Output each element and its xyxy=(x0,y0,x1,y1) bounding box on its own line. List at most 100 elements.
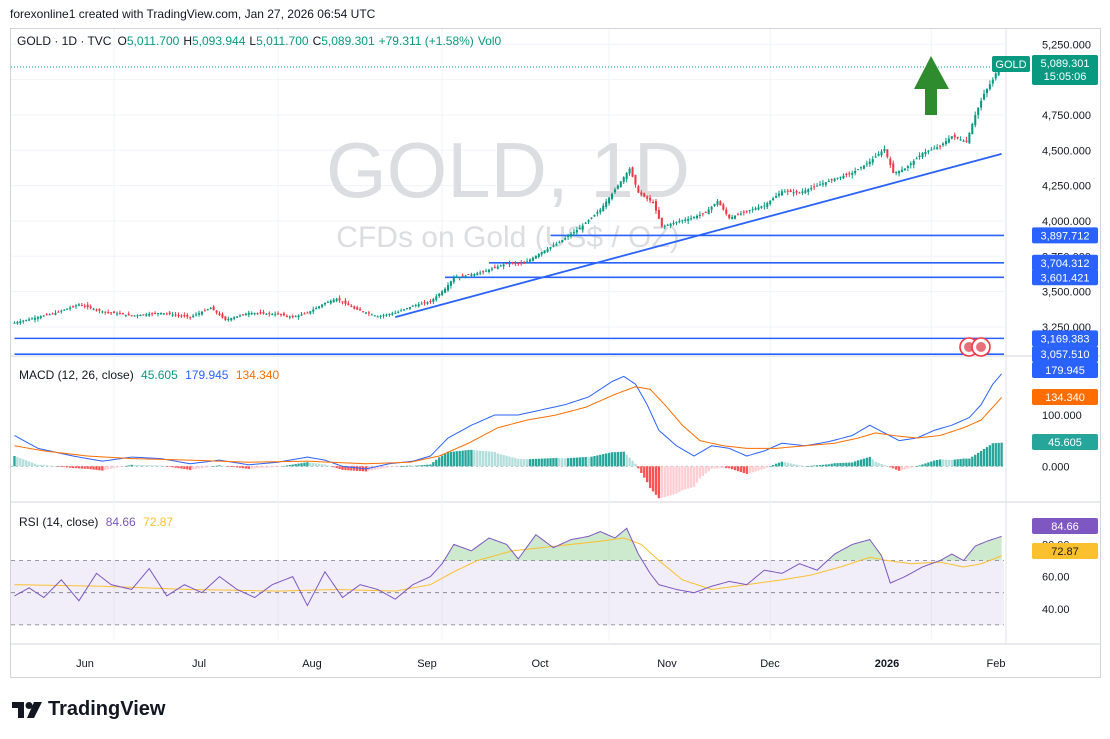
candle xyxy=(449,281,452,286)
candle xyxy=(253,313,256,315)
level-tag-bg xyxy=(1032,254,1098,271)
histogram-value-tag: 45.605 xyxy=(1032,434,1098,450)
macd-histogram-bar xyxy=(57,466,60,467)
macd-histogram-bar xyxy=(376,466,379,470)
macd-histogram-bar xyxy=(985,447,989,467)
macd-histogram-bar xyxy=(83,466,86,469)
macd-histogram-bar xyxy=(692,466,696,487)
candle xyxy=(857,169,860,171)
candle xyxy=(379,315,382,317)
candle xyxy=(605,201,608,207)
macd-histogram-bar xyxy=(511,457,514,467)
candle xyxy=(63,309,66,311)
candle xyxy=(303,313,306,315)
chart-frame[interactable]: GOLD, 1D CFDs on Gold (US$ / OZ) 5,250.000… xyxy=(10,28,1101,678)
candle xyxy=(980,100,983,108)
macd-histogram-bar xyxy=(268,466,271,468)
candle xyxy=(851,172,854,175)
candle xyxy=(777,193,781,196)
candle xyxy=(690,218,693,220)
tradingview-logo-icon xyxy=(12,701,42,718)
candle xyxy=(903,168,906,171)
histogram-value-tag-text: 45.605 xyxy=(1048,437,1082,449)
candle xyxy=(291,315,294,318)
tradingview-brand[interactable]: TradingView xyxy=(12,698,165,721)
macd-histogram-bar xyxy=(294,464,297,467)
rsi-ma-value-tag-text: 72.87 xyxy=(1051,546,1079,558)
candle xyxy=(763,205,766,207)
candle xyxy=(994,73,997,79)
macd-histogram-bar xyxy=(493,451,497,467)
candle xyxy=(719,201,722,206)
candle xyxy=(956,136,959,139)
economic-event-flag xyxy=(964,342,974,352)
macd-histogram-bar xyxy=(353,466,356,471)
macd-histogram-bar xyxy=(481,450,485,467)
macd-histogram-bar xyxy=(719,466,722,469)
candle xyxy=(200,311,203,315)
macd-histogram-bar xyxy=(276,466,280,467)
macd-histogram-bar xyxy=(112,466,116,469)
candle xyxy=(775,196,778,198)
macd-histogram-bar xyxy=(927,462,930,467)
candle xyxy=(80,305,83,307)
macd-histogram-bar xyxy=(974,454,977,467)
candle xyxy=(271,313,274,315)
macd-histogram-bar xyxy=(648,466,652,489)
macd-histogram-bar xyxy=(484,451,488,467)
candle xyxy=(323,302,326,305)
candle xyxy=(136,315,139,317)
candle xyxy=(930,149,933,151)
macd-histogram-bar xyxy=(839,462,842,467)
chart-attribution: forexonline1 created with TradingView.co… xyxy=(10,7,376,21)
candle xyxy=(523,262,526,264)
macd-histogram-bar xyxy=(118,466,122,468)
macd-histogram-bar xyxy=(394,466,397,467)
macd-histogram-bar xyxy=(578,457,581,467)
macd-histogram-bar xyxy=(385,466,388,468)
macd-histogram-bar xyxy=(291,464,294,467)
macd-histogram-bar xyxy=(528,459,532,467)
macd-histogram-bar xyxy=(865,457,869,467)
macd-histogram-bar xyxy=(689,466,693,488)
candle xyxy=(347,303,350,306)
macd-histogram-bar xyxy=(496,453,499,467)
macd-histogram-bar xyxy=(789,463,792,467)
candle xyxy=(224,316,227,320)
candle xyxy=(309,311,312,314)
candle xyxy=(818,184,822,186)
chart-canvas[interactable]: GOLD, 1D CFDs on Gold (US$ / OZ) 5,250.000… xyxy=(11,29,1100,677)
candle xyxy=(528,259,532,262)
candle xyxy=(959,139,962,141)
candle xyxy=(613,189,616,193)
price-legend: GOLD · 1D · TVC O5,011.700 H5,093.944 L5,01… xyxy=(17,34,505,48)
macd-histogram-bar xyxy=(733,466,737,471)
macd-histogram-bar xyxy=(256,466,259,469)
candle xyxy=(479,272,482,274)
candle xyxy=(259,312,262,314)
macd-histogram-bar xyxy=(962,458,965,467)
macd-histogram-bar xyxy=(903,466,907,470)
candle xyxy=(985,89,988,94)
macd-histogram-bar xyxy=(742,466,746,474)
candle xyxy=(376,316,379,318)
macd-histogram-bar xyxy=(499,454,502,467)
macd-histogram-bar xyxy=(810,465,813,467)
macd-histogram-bar xyxy=(968,458,971,467)
candle xyxy=(766,203,769,208)
candle xyxy=(101,311,104,313)
macd-histogram-bar xyxy=(107,466,110,470)
candle xyxy=(31,318,34,320)
macd-histogram-bar xyxy=(745,466,748,475)
macd-histogram-bar xyxy=(862,458,866,467)
macd-histogram-bar xyxy=(900,466,904,471)
candle xyxy=(95,309,98,311)
candle xyxy=(452,277,455,283)
macd-histogram-bar xyxy=(713,466,716,469)
macd-value-tag: 179.945 xyxy=(1032,362,1098,378)
candle xyxy=(619,181,622,188)
macd-histogram-bar xyxy=(191,466,195,470)
macd-histogram-bar xyxy=(25,460,28,467)
macd-histogram-bar xyxy=(60,466,63,467)
macd-histogram-bar xyxy=(464,450,467,467)
